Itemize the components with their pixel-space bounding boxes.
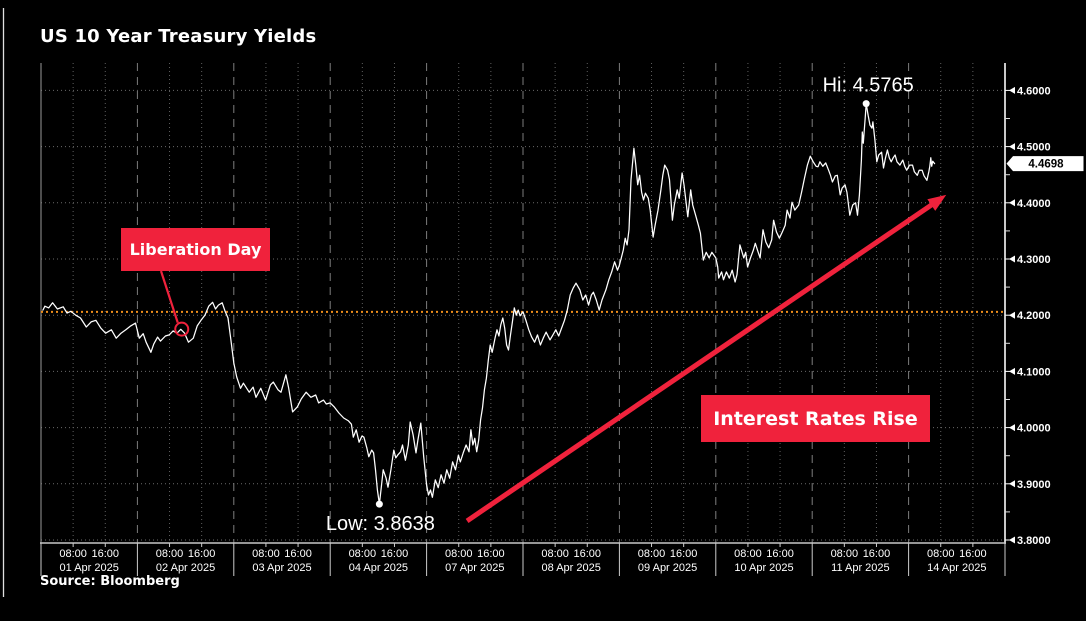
trend-arrow-shaft [465, 201, 935, 523]
x-axis-labels: 08:00 16:00 01 Apr 2025 08:00 16:00 02 Apr 20… [40, 543, 1006, 576]
svg-text:10 Apr 2025: 10 Apr 2025 [734, 562, 793, 574]
svg-text:09 Apr 2025: 09 Apr 2025 [638, 562, 697, 574]
svg-text:16:00: 16:00 [284, 548, 312, 560]
high-point-dot [862, 100, 870, 108]
low-point-dot [375, 500, 383, 508]
svg-text:03 Apr 2025: 03 Apr 2025 [252, 562, 311, 574]
liberation-pointer-line [159, 270, 179, 323]
svg-text:16:00: 16:00 [863, 548, 891, 560]
svg-text:4.3000: 4.3000 [1017, 254, 1051, 266]
svg-text:01 Apr 2025: 01 Apr 2025 [60, 562, 119, 574]
svg-text:4.6000: 4.6000 [1017, 85, 1051, 97]
svg-text:3.9000: 3.9000 [1017, 479, 1051, 491]
vertical-gridlines [40, 63, 974, 543]
svg-text:4.0000: 4.0000 [1017, 423, 1051, 435]
svg-text:16:00: 16:00 [381, 548, 409, 560]
trend-arrow-head [927, 194, 947, 211]
svg-text:08:00: 08:00 [349, 548, 377, 560]
svg-text:4.5000: 4.5000 [1017, 142, 1051, 154]
svg-text:3.8000: 3.8000 [1017, 535, 1051, 547]
interest-rates-rise-label: Interest Rates Rise [713, 407, 918, 430]
svg-text:08:00: 08:00 [831, 548, 859, 560]
liberation-day-callout: Liberation Day [121, 228, 270, 271]
svg-text:11 Apr 2025: 11 Apr 2025 [831, 562, 890, 574]
svg-text:16:00: 16:00 [766, 548, 794, 560]
liberation-marker-circle [174, 321, 190, 337]
svg-text:16:00: 16:00 [959, 548, 987, 560]
svg-text:08:00: 08:00 [156, 548, 184, 560]
svg-text:08:00: 08:00 [59, 548, 87, 560]
svg-text:08:00: 08:00 [734, 548, 762, 560]
svg-text:02 Apr 2025: 02 Apr 2025 [156, 562, 215, 574]
low-label: Low: 3.8638 [326, 513, 435, 535]
svg-text:4.2000: 4.2000 [1017, 310, 1051, 322]
svg-text:16:00: 16:00 [670, 548, 698, 560]
svg-text:14 Apr 2025: 14 Apr 2025 [927, 562, 986, 574]
svg-text:16:00: 16:00 [188, 548, 216, 560]
svg-text:07 Apr 2025: 07 Apr 2025 [445, 562, 504, 574]
source-credit: Source: Bloomberg [40, 574, 180, 589]
svg-text:4.4000: 4.4000 [1017, 198, 1051, 210]
svg-text:08:00: 08:00 [252, 548, 280, 560]
svg-text:16:00: 16:00 [92, 548, 120, 560]
last-price-value: 4.4698 [1028, 159, 1064, 171]
svg-text:4.1000: 4.1000 [1017, 366, 1051, 378]
svg-text:08:00: 08:00 [927, 548, 955, 560]
svg-text:08:00: 08:00 [541, 548, 569, 560]
liberation-day-label: Liberation Day [129, 240, 262, 259]
svg-text:16:00: 16:00 [477, 548, 505, 560]
svg-text:08:00: 08:00 [445, 548, 473, 560]
svg-text:16:00: 16:00 [574, 548, 602, 560]
page-title: US 10 Year Treasury Yields [40, 26, 317, 47]
yield-series-line [42, 102, 936, 505]
y-axis-labels: 4.6000 4.5000 4.4000 4.3000 4.2000 4.1000 4.00… [1005, 85, 1051, 547]
svg-text:08:00: 08:00 [638, 548, 666, 560]
high-label: Hi: 4.5765 [823, 75, 914, 97]
svg-text:04 Apr 2025: 04 Apr 2025 [349, 562, 408, 574]
interest-rates-rise-callout: Interest Rates Rise [701, 395, 930, 442]
last-price-badge [1006, 156, 1084, 172]
svg-text:08 Apr 2025: 08 Apr 2025 [542, 562, 601, 574]
